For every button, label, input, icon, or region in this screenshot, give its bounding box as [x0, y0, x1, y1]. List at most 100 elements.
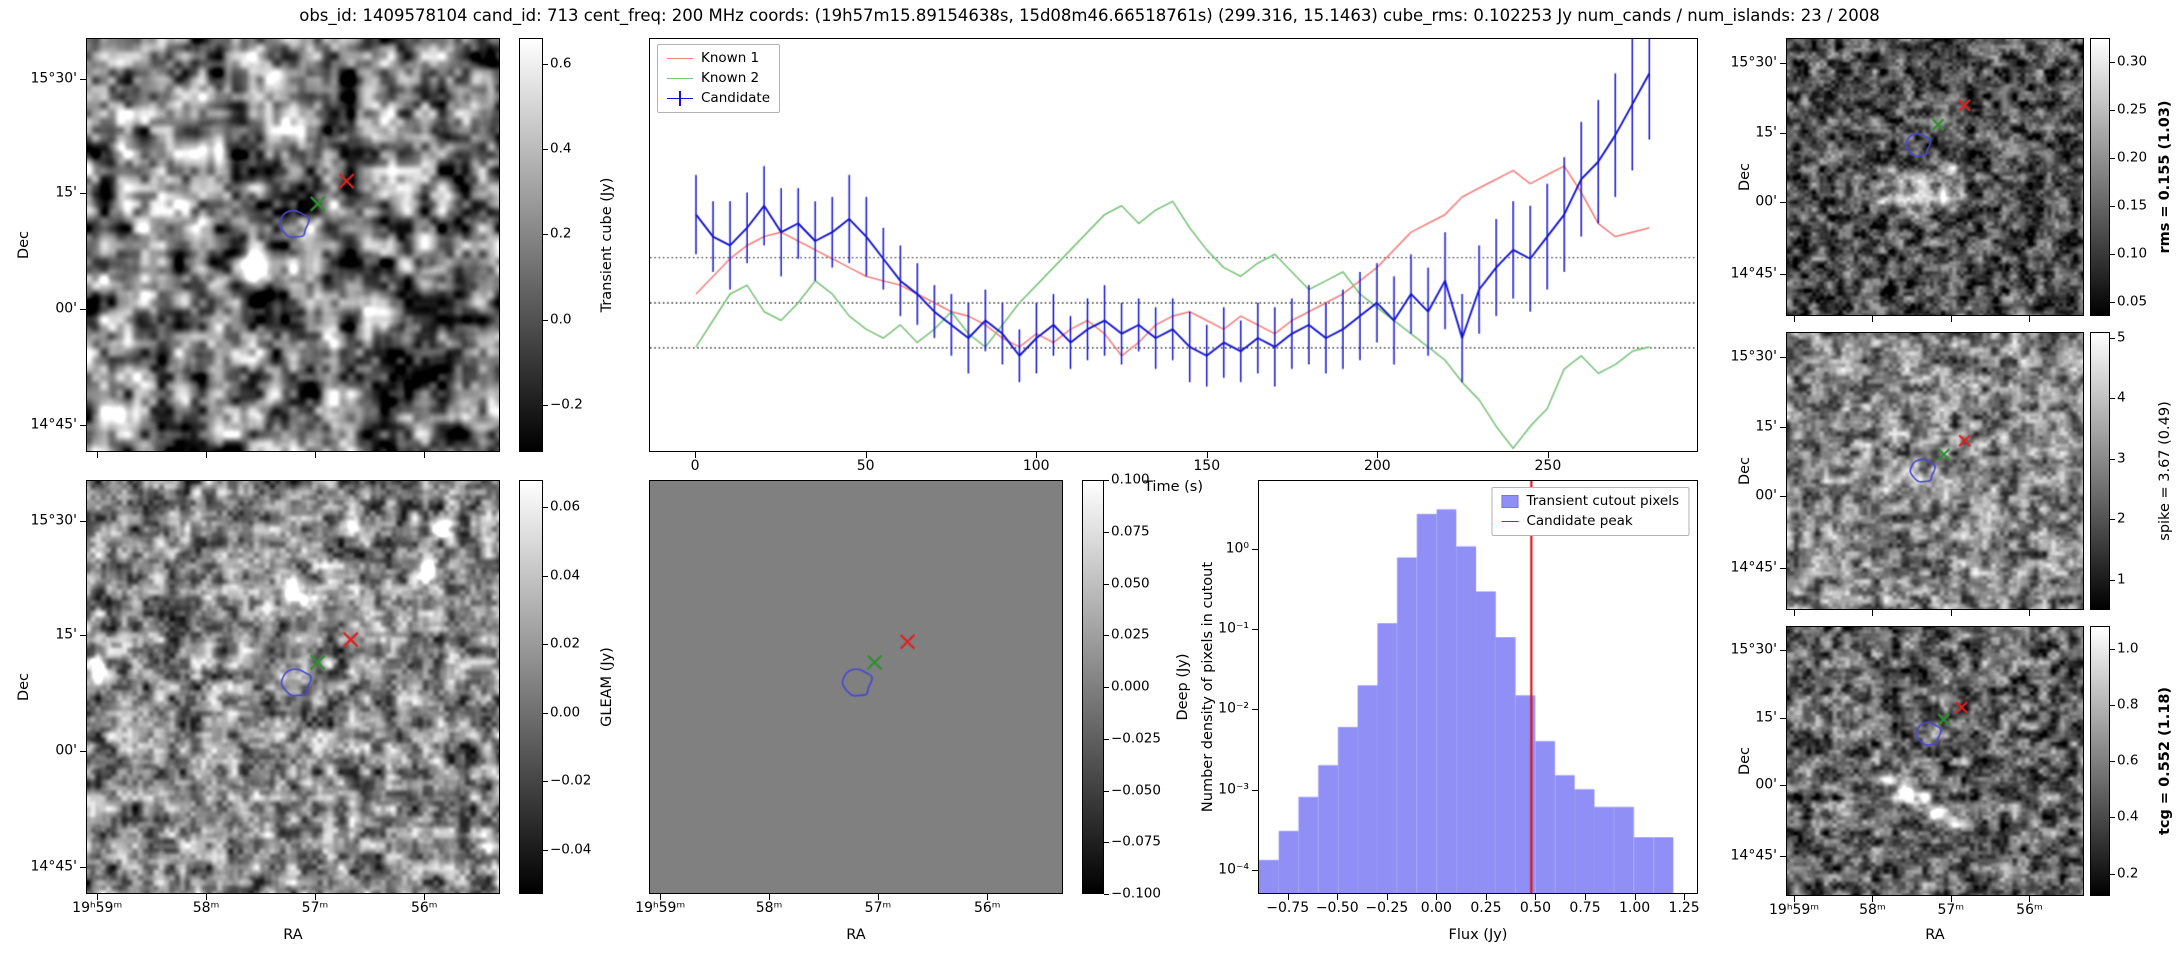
colorbar-tick-label: −0.075: [1111, 833, 1161, 850]
tick-mark: [1485, 894, 1487, 900]
tick-mark: [1386, 894, 1388, 900]
tick-mark: [1950, 610, 1952, 616]
tick-mark: [1547, 452, 1549, 458]
lightcurve-legend: Known 1 Known 2 Candidate: [657, 44, 781, 113]
colorbar-tick-label: 0.25: [2117, 101, 2148, 118]
tick-mark: [769, 894, 771, 900]
tick-mark: [2110, 704, 2115, 706]
colorbar-tick-label: −0.025: [1111, 730, 1161, 747]
density-tick-label: 10⁻³: [1218, 780, 1249, 797]
ra-tick-label: 58ᵐ: [192, 900, 220, 916]
colorbar-gleam: [519, 480, 543, 894]
tick-mark: [543, 63, 548, 65]
tick-mark: [1780, 132, 1786, 134]
tick-mark: [1436, 894, 1438, 900]
colorbar-tick-label: 3: [2117, 450, 2126, 467]
tick-mark: [314, 452, 316, 458]
colorbar-tick-label: 0.30: [2117, 53, 2148, 70]
tick-mark: [1780, 202, 1786, 204]
tick-mark: [1780, 496, 1786, 498]
tick-mark: [660, 894, 662, 900]
tick-mark: [1104, 480, 1109, 481]
tick-mark: [1104, 738, 1109, 740]
dec-axis-label: Dec: [1737, 162, 1753, 192]
flux-tick-label: −0.50: [1315, 900, 1359, 916]
tick-mark: [2110, 109, 2115, 111]
colorbar-tick-label: −0.2: [550, 396, 583, 413]
colorbar-tick-label: 1: [2117, 571, 2126, 588]
tick-mark: [543, 644, 548, 646]
legend-swatch-known-2: [667, 78, 693, 79]
tick-mark: [2110, 579, 2115, 581]
legend-label: Known 2: [701, 70, 760, 86]
tick-mark: [543, 405, 548, 407]
lightcurve-canvas: [650, 39, 1697, 451]
dec-axis-label: Dec: [16, 230, 32, 260]
dec-tick-label: 14°45': [30, 858, 77, 875]
tick-mark: [1780, 357, 1786, 359]
tick-mark: [206, 452, 208, 458]
colorbar-tick-label: −0.04: [550, 841, 592, 858]
dec-tick-label: 15°30': [30, 70, 77, 87]
dec-tick-label: 14°45': [1730, 846, 1777, 863]
colorbar-tick-label: 0.06: [550, 498, 581, 515]
legend-swatch: [1501, 495, 1519, 508]
panel-spike-image: [1786, 332, 2084, 610]
legend-row: Transient cutout pixels: [1501, 493, 1679, 510]
colorbar-rms: [2090, 38, 2110, 316]
time-tick-label: 200: [1363, 458, 1391, 474]
tick-mark: [1104, 635, 1109, 637]
colorbar-tick-label: 0.15: [2117, 197, 2148, 214]
colorbar-tick-label: −0.02: [550, 772, 592, 789]
time-axis-label: Time (s): [1144, 479, 1203, 495]
panel-gleam-image: [86, 480, 500, 894]
tick-mark: [1634, 894, 1636, 900]
ra-tick-label: 57ᵐ: [1937, 902, 1965, 918]
tick-mark: [80, 425, 86, 427]
colorbar-spike: [2090, 332, 2110, 610]
ra-tick-label: 57ᵐ: [301, 900, 329, 916]
panel-rms-image: [1786, 38, 2084, 316]
colorbar-tick-label: 0.0: [550, 311, 572, 328]
histogram-canvas: [1259, 481, 1697, 893]
density-tick-label: 10⁰: [1225, 540, 1249, 557]
tick-mark: [1252, 869, 1258, 871]
tick-mark: [1104, 687, 1109, 688]
colorbar-label-gleam: GLEAM (Jy): [599, 647, 615, 727]
legend-label: Transient cutout pixels: [1526, 493, 1679, 509]
panel-tcg-image: [1786, 626, 2084, 896]
dec-tick-label: 00': [1755, 776, 1777, 793]
tick-mark: [1206, 452, 1208, 458]
tick-mark: [1252, 549, 1258, 550]
dec-axis-label: Dec: [1737, 746, 1753, 776]
tick-mark: [1780, 274, 1786, 276]
colorbar-tick-label: 0.075: [1111, 523, 1150, 540]
ra-axis-label: RA: [846, 927, 866, 943]
colorbar-transient-cube: [519, 38, 543, 452]
tick-mark: [1252, 789, 1258, 791]
tick-mark: [2110, 648, 2115, 650]
ra-axis-label: RA: [283, 927, 303, 943]
tick-mark: [97, 894, 99, 900]
dec-tick-label: 15': [55, 184, 77, 201]
panel-lightcurve: [649, 38, 1698, 452]
flux-axis-label: Flux (Jy): [1448, 927, 1508, 943]
time-tick-label: 0: [690, 458, 700, 474]
colorbar-tick-label: 0.02: [550, 635, 581, 652]
gleam-canvas: [87, 481, 499, 893]
tick-mark: [1287, 894, 1289, 900]
legend-swatch: [1501, 521, 1519, 522]
dec-tick-label: 15': [1755, 123, 1777, 140]
colorbar-tick-label: 2: [2117, 510, 2126, 527]
colorbar-label-tcg: tcg = 0.552 (1.18): [2157, 686, 2173, 836]
colorbar-tick-label: 0.8: [2117, 696, 2139, 713]
ra-tick-label: 56ᵐ: [2016, 902, 2043, 918]
ra-tick-label: 58ᵐ: [755, 900, 783, 916]
colorbar-tick-label: 0.100: [1111, 471, 1150, 488]
tick-mark: [2110, 301, 2115, 303]
colorbar-tick-label: 4: [2117, 390, 2126, 407]
tick-mark: [1780, 717, 1786, 719]
legend-row: Known 2: [667, 70, 770, 87]
colorbar-tick-label: 0.6: [550, 55, 572, 72]
